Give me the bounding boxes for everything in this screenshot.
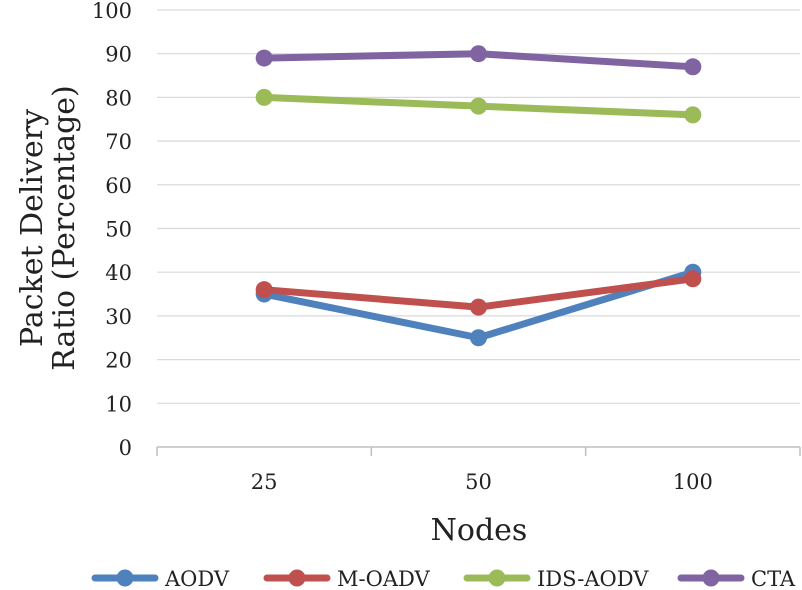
- legend: AODV M-OADV IDS-AODV CTA: [91, 567, 796, 590]
- data-point: [255, 88, 273, 106]
- data-point: [255, 281, 273, 299]
- data-point: [470, 45, 487, 63]
- data-point: [470, 97, 487, 115]
- legend-item: M-OADV: [263, 567, 430, 590]
- legend-marker: [116, 569, 134, 587]
- y-axis-title: Packet Delivery Ratio (Percentage): [15, 85, 82, 371]
- x-tick-label: 25: [251, 470, 278, 494]
- y-tick-label: 20: [105, 349, 132, 373]
- legend-item: AODV: [91, 567, 230, 590]
- legend-marker: [488, 569, 506, 587]
- y-tick-label: 50: [105, 218, 132, 242]
- series-m-oadv: [255, 270, 702, 316]
- legend-label: IDS-AODV: [537, 567, 649, 590]
- y-tick-label: 70: [105, 130, 132, 154]
- x-tick-labels: 25 50 100: [251, 470, 713, 494]
- legend-label: M-OADV: [337, 567, 430, 590]
- y-tick-label: 40: [105, 261, 132, 285]
- data-point: [684, 106, 702, 124]
- legend-item: IDS-AODV: [463, 567, 649, 590]
- legend-label: CTA: [751, 567, 796, 590]
- data-point: [470, 298, 487, 316]
- y-tick-label: 80: [105, 86, 132, 110]
- data-point: [684, 58, 702, 76]
- x-tick-label: 100: [673, 470, 713, 494]
- y-tick-label: 60: [105, 174, 132, 198]
- legend-marker: [288, 569, 306, 587]
- legend-marker: [702, 569, 720, 587]
- series-cta: [255, 45, 702, 76]
- legend-label: AODV: [164, 567, 230, 590]
- y-tick-label: 100: [92, 0, 132, 23]
- y-tick-labels: 0 10 20 30 40 50 60 70 80 90 100: [92, 0, 132, 460]
- y-tick-label: 0: [119, 436, 132, 460]
- series-lines: [255, 45, 702, 347]
- series-ids-aodv: [255, 88, 702, 124]
- data-point: [255, 49, 273, 67]
- y-axis-title-line-1: Packet Delivery: [15, 109, 50, 347]
- legend-item: CTA: [677, 567, 796, 590]
- data-point: [684, 270, 702, 288]
- y-tick-label: 90: [105, 43, 132, 67]
- data-point: [470, 329, 487, 347]
- axes: [156, 446, 801, 456]
- x-axis-title: Nodes: [431, 513, 528, 548]
- y-tick-label: 30: [105, 305, 132, 329]
- y-tick-label: 10: [105, 392, 132, 416]
- y-axis-title-line-2: Ratio (Percentage): [47, 85, 82, 371]
- x-tick-label: 50: [465, 470, 492, 494]
